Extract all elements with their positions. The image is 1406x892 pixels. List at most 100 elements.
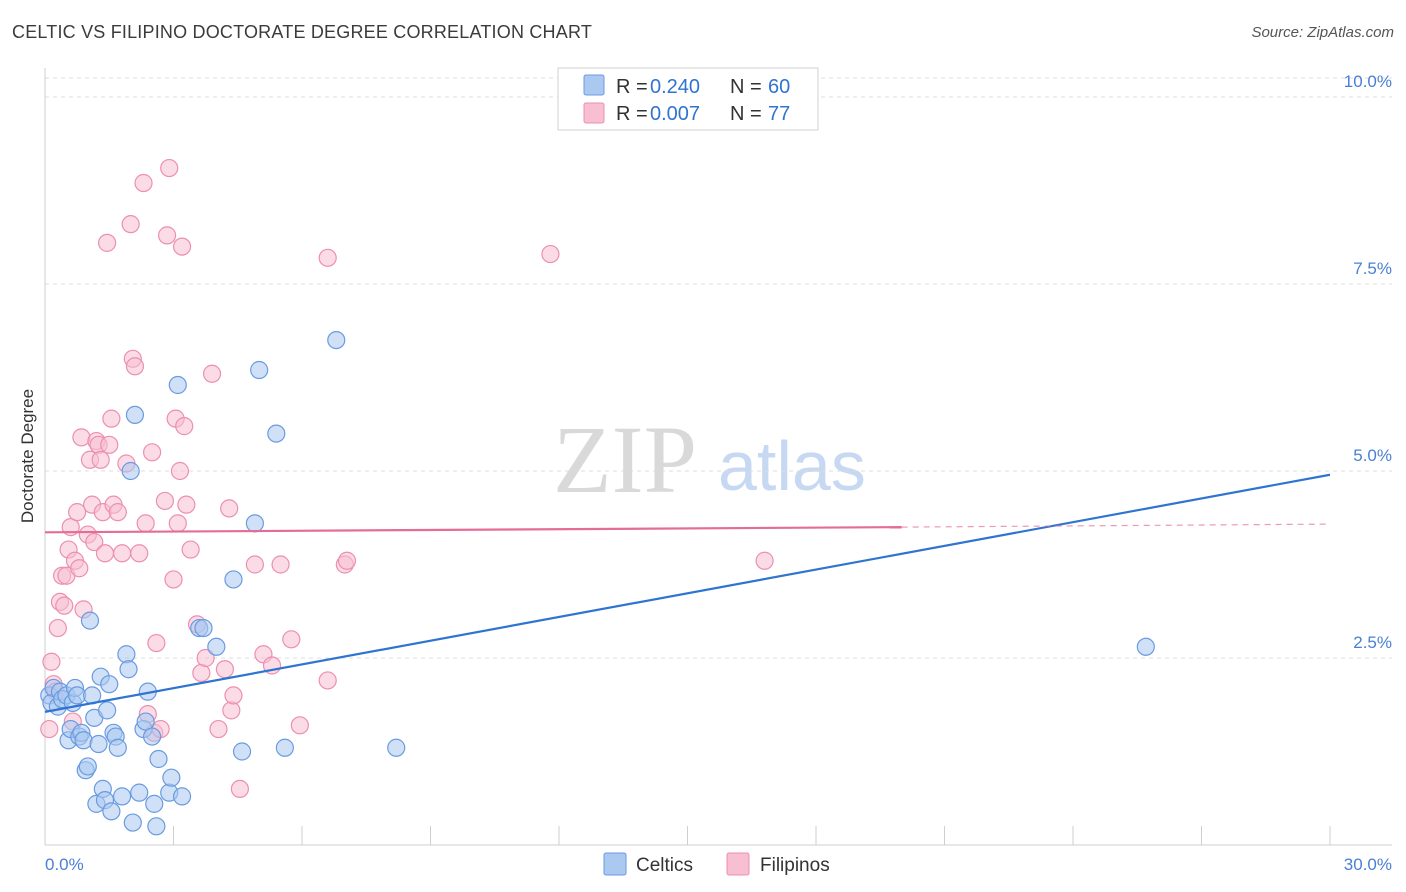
celtics-point	[245, 514, 264, 533]
trend-line-celtics	[44, 473, 1331, 713]
filipinos-point	[192, 663, 211, 683]
celtics-point	[80, 611, 100, 630]
filipinos-point	[541, 244, 560, 264]
filipinos-point	[202, 364, 222, 383]
filipinos-point	[271, 555, 290, 574]
celtics-point	[136, 712, 155, 731]
legend-r-label-filipinos: R =	[616, 103, 648, 125]
filipinos-point	[155, 491, 175, 511]
watermark-zip: ZIP	[553, 406, 697, 513]
filipinos-point	[172, 237, 192, 256]
filipinos-point	[160, 158, 179, 178]
filipinos-point	[290, 716, 309, 735]
filipinos-point	[230, 779, 249, 799]
y-tick-label: 2.5%	[1353, 633, 1392, 652]
x-tick-labels: 0.0% 30.0%	[45, 855, 1392, 874]
filipinos-point	[72, 428, 91, 447]
filipinos-point	[164, 570, 183, 589]
celtics-point	[267, 424, 286, 443]
celtics-point	[168, 375, 187, 395]
filipinos-point	[121, 215, 140, 234]
filipinos-point	[755, 551, 774, 570]
celtics-point	[89, 734, 108, 754]
celtics-point	[387, 738, 406, 757]
x-tick-label: 30.0%	[1344, 855, 1392, 874]
filipinos-point	[282, 630, 301, 649]
filipinos-point	[91, 450, 110, 469]
filipinos-point	[318, 248, 337, 267]
source-credit: Source: ZipAtlas.com	[1251, 24, 1394, 41]
filipinos-point	[55, 596, 74, 615]
filipinos-point	[108, 503, 127, 522]
celtics-point	[123, 813, 142, 832]
filipinos-point	[157, 226, 177, 245]
legend-swatch-celtics	[583, 74, 605, 96]
filipinos-point	[42, 652, 61, 671]
celtics-point	[194, 618, 213, 638]
celtics-point	[102, 802, 121, 821]
y-axis-label: Doctorate Degree	[18, 389, 37, 523]
filipinos-point	[130, 544, 149, 563]
celtics-point	[145, 794, 164, 813]
filipinos-point	[70, 559, 89, 578]
legend-r-label-celtics: R =	[616, 76, 648, 98]
celtics-point	[100, 675, 119, 694]
legend-r-value-celtics: 0.240	[650, 76, 700, 98]
y-tick-label: 10.0%	[1344, 72, 1392, 91]
celtics-point	[327, 331, 346, 350]
filipinos-point	[102, 409, 121, 428]
celtics-point	[1136, 637, 1155, 656]
celtics-point	[108, 738, 127, 757]
celtics-point	[250, 360, 269, 380]
filipinos-point	[196, 648, 215, 668]
celtics-point	[142, 727, 162, 746]
filipinos-point	[220, 499, 239, 518]
legend-r-value-filipinos: 0.007	[650, 103, 700, 125]
axes	[44, 68, 1392, 846]
filipinos-point	[209, 719, 228, 739]
bottom-legend-swatch-filipinos	[726, 852, 750, 876]
legend-n-label-filipinos: N =	[730, 103, 762, 125]
bottom-legend-label-celtics: Celtics	[636, 855, 693, 876]
celtics-point	[224, 570, 243, 589]
bottom-legend-swatch-celtics	[603, 852, 627, 876]
legend-swatch-filipinos	[583, 102, 605, 124]
celtics-point	[275, 738, 294, 757]
celtics-point	[78, 757, 97, 776]
filipinos-point	[318, 671, 337, 690]
filipinos-point	[215, 660, 234, 679]
gridlines	[45, 77, 1392, 659]
celtics-point	[149, 749, 168, 769]
celtics-point	[117, 645, 136, 664]
legend: R = 0.240 N = 60 R = 0.007 N = 77	[557, 67, 819, 131]
trend-line-extension-filipinos	[901, 523, 1331, 528]
y-tick-label: 5.0%	[1353, 446, 1392, 465]
filipinos-point	[224, 686, 243, 705]
celtics-point	[74, 731, 93, 750]
y-tick-labels: 2.5% 5.0% 7.5% 10.0%	[1344, 72, 1392, 652]
chart-title: CELTIC VS FILIPINO DOCTORATE DEGREE CORR…	[12, 22, 593, 42]
filipinos-point	[68, 503, 87, 522]
celtics-point	[98, 701, 117, 720]
filipinos-point	[181, 540, 200, 559]
filipinos-point	[95, 544, 115, 563]
trend-line-filipinos	[44, 525, 902, 534]
filipinos-point	[147, 633, 166, 653]
celtics-point	[172, 787, 192, 806]
filipinos-point	[168, 514, 187, 533]
bottom-legend: Celtics Filipinos	[603, 852, 830, 876]
filipinos-point	[175, 417, 194, 436]
filipinos-point	[170, 461, 190, 481]
celtics-point	[119, 660, 138, 679]
filipinos-point	[85, 532, 104, 552]
watermark-atlas: atlas	[718, 427, 866, 505]
celtics-point	[121, 461, 140, 481]
celtics-point	[162, 768, 181, 787]
legend-n-value-filipinos: 77	[768, 103, 790, 125]
x-tick-label: 0.0%	[45, 855, 84, 874]
filipinos-point	[142, 443, 162, 462]
filipinos-point	[134, 173, 153, 193]
legend-n-value-celtics: 60	[768, 76, 790, 98]
celtics-point	[130, 783, 149, 802]
